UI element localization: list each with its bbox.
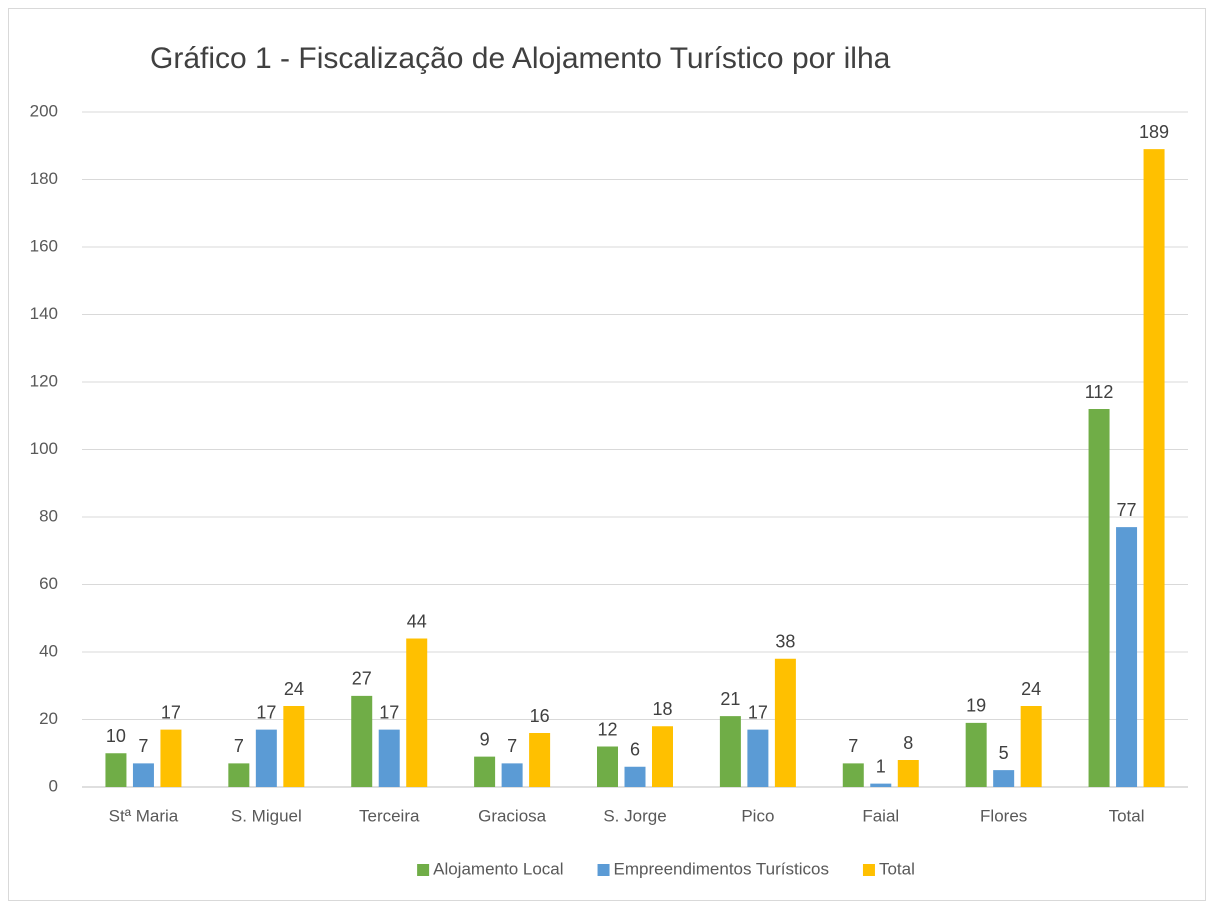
value-label: 8: [903, 733, 913, 753]
bar: [774, 658, 796, 787]
value-label: 1: [876, 756, 886, 776]
value-label: 112: [1085, 382, 1114, 402]
bar: [1143, 149, 1165, 787]
x-tick-label: Stª Maria: [109, 806, 179, 825]
value-label: 17: [256, 702, 276, 722]
value-label: 17: [379, 702, 399, 722]
bar: [406, 638, 428, 787]
bar: [378, 729, 400, 787]
legend-label: Alojamento Local: [433, 859, 563, 878]
bar: [993, 770, 1015, 787]
value-label: 24: [284, 679, 304, 699]
bar: [474, 756, 496, 787]
bar: [283, 706, 305, 787]
bar: [719, 716, 741, 787]
value-label: 21: [720, 689, 740, 709]
bar: [870, 783, 892, 787]
bar: [529, 733, 551, 787]
legend-label: Total: [879, 859, 915, 878]
x-tick-label: Faial: [862, 806, 899, 825]
bar: [105, 753, 127, 787]
bar: [747, 729, 769, 787]
x-tick-label: Pico: [741, 806, 774, 825]
y-tick-label: 80: [39, 506, 58, 525]
bar: [501, 763, 523, 787]
y-tick-label: 0: [49, 776, 58, 795]
value-label: 6: [630, 740, 640, 760]
legend-label: Empreendimentos Turísticos: [614, 859, 829, 878]
y-tick-label: 40: [39, 641, 58, 660]
bar: [597, 746, 618, 787]
value-label: 77: [1117, 500, 1137, 520]
y-tick-label: 20: [39, 709, 58, 728]
value-label: 18: [652, 699, 672, 719]
y-tick-label: 180: [30, 169, 58, 188]
x-tick-label: Total: [1109, 806, 1145, 825]
value-label: 7: [848, 736, 858, 756]
bar: [228, 763, 250, 787]
x-tick-label: S. Miguel: [231, 806, 302, 825]
value-label: 12: [597, 719, 617, 739]
value-label: 5: [999, 743, 1009, 763]
bar: [255, 729, 277, 787]
value-label: 7: [507, 736, 517, 756]
bar: [1116, 527, 1138, 787]
chart-title: Gráfico 1 - Fiscalização de Alojamento T…: [150, 42, 891, 75]
bar: [1020, 706, 1042, 787]
value-label: 27: [352, 669, 372, 689]
value-label: 9: [480, 729, 490, 749]
legend-swatch: [862, 864, 875, 876]
value-label: 7: [138, 736, 148, 756]
value-label: 16: [530, 706, 550, 726]
value-label: 10: [106, 726, 126, 746]
value-label: 19: [966, 696, 986, 716]
value-label: 17: [748, 702, 768, 722]
bar: [1088, 409, 1110, 787]
value-label: 17: [161, 702, 181, 722]
value-label: 189: [1139, 122, 1169, 142]
bar: [160, 729, 182, 787]
y-tick-label: 120: [30, 371, 58, 390]
y-tick-label: 60: [39, 574, 58, 593]
x-tick-label: Graciosa: [478, 806, 547, 825]
y-tick-label: 140: [30, 304, 58, 323]
x-tick-label: Flores: [980, 806, 1027, 825]
bar: [624, 766, 646, 787]
legend-swatch: [597, 864, 610, 876]
value-label: 24: [1021, 679, 1041, 699]
x-tick-label: S. Jorge: [603, 806, 666, 825]
bar: [897, 760, 919, 787]
value-label: 44: [407, 611, 427, 631]
y-tick-label: 100: [30, 439, 58, 458]
y-tick-label: 160: [30, 236, 58, 255]
bar: [351, 695, 373, 787]
bar: [965, 722, 987, 787]
value-label: 38: [775, 632, 795, 652]
value-label: 7: [234, 736, 244, 756]
x-tick-label: Terceira: [359, 806, 420, 825]
y-tick-label: 200: [30, 101, 58, 120]
legend-swatch: [417, 864, 430, 876]
bar: [652, 726, 673, 787]
chart-frame: [8, 8, 1206, 901]
bar: [842, 763, 864, 787]
bar: [132, 763, 154, 787]
